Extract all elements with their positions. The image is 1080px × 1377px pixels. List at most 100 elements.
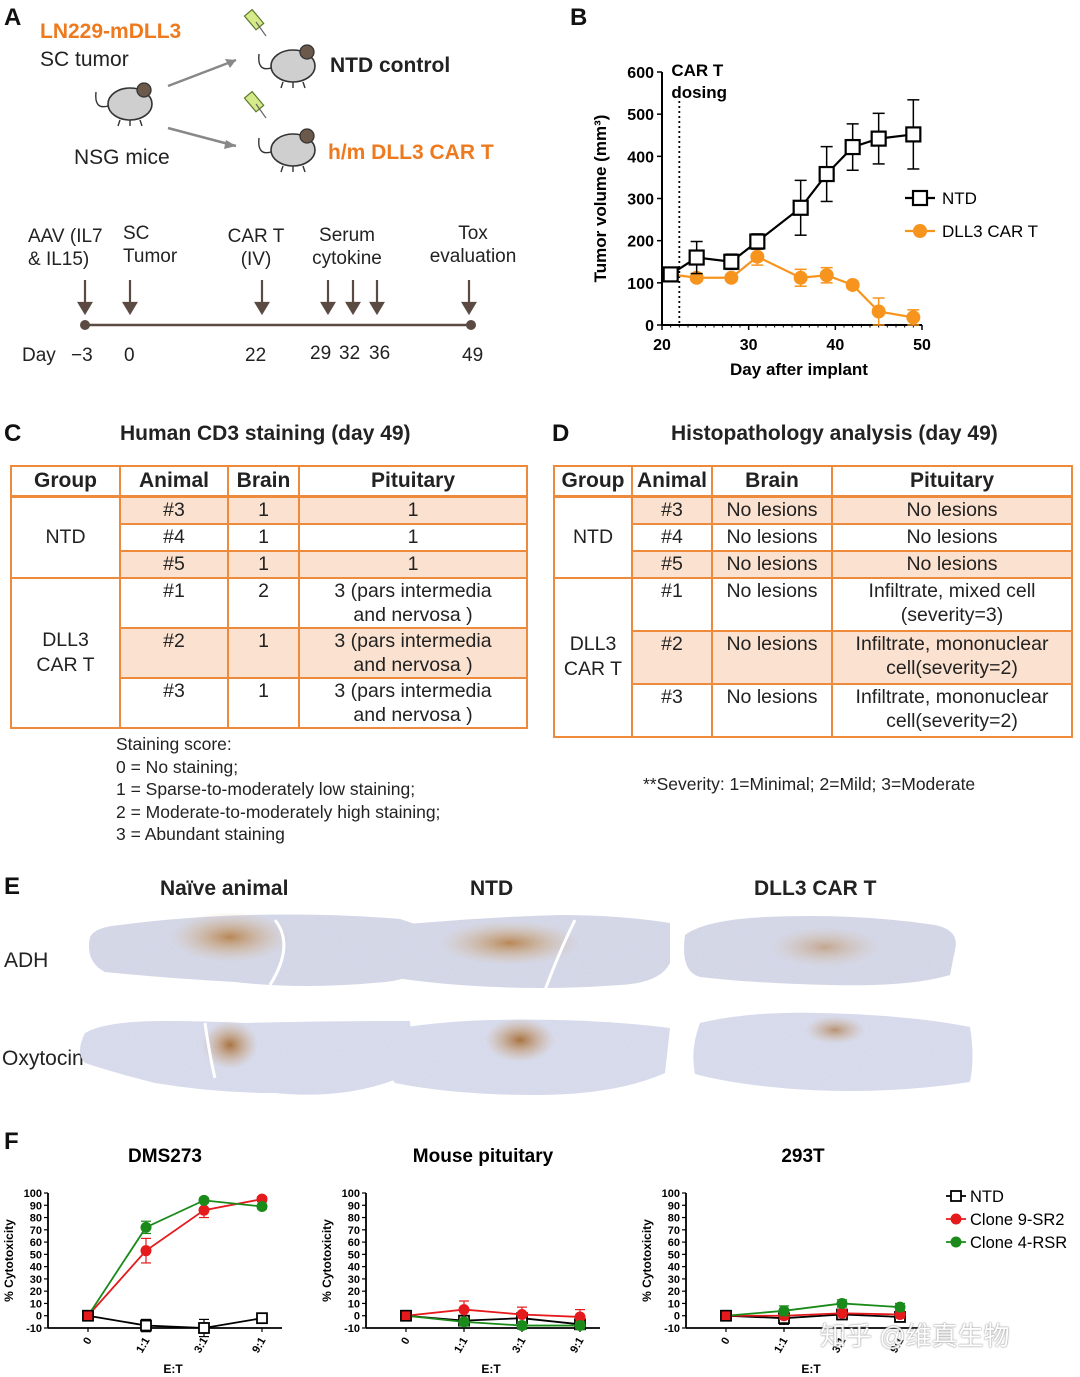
event-sc-tumor: SC Tumor: [123, 223, 178, 267]
legend-label: Clone 4-RSR: [970, 1234, 1067, 1252]
header-animal: Animal: [631, 465, 713, 498]
y-tick-label: 100: [342, 1188, 360, 1200]
y-axis-title: % Cytotoxicity: [2, 1219, 16, 1302]
series-line: [725, 1313, 901, 1320]
y-tick-label: 60: [348, 1237, 360, 1249]
x-tick-label: 3:1: [192, 1336, 210, 1356]
panel-a-schematic: [77, 8, 477, 330]
tissue-naive-oxytocin: [80, 1021, 415, 1095]
data-point: [198, 1322, 210, 1334]
y-tick-label: 30: [348, 1274, 360, 1286]
chart-title: DMS273: [128, 1146, 202, 1167]
data-point: [905, 126, 922, 143]
dosing-label: dosing: [671, 83, 727, 102]
y-tick-label: 50: [348, 1249, 360, 1261]
severity-footnote: **Severity: 1=Minimal; 2=Mild; 3=Moderat…: [643, 774, 976, 794]
tissue-images: [80, 912, 973, 1095]
data-point: [818, 165, 835, 183]
chart-title: Mouse pituitary: [413, 1146, 554, 1167]
series-line: [726, 1312, 901, 1317]
series-line: [405, 1308, 581, 1318]
tumor-volume-chart: 0 100 200 300 400 500 600 20 30 40 50 Day after imp…: [591, 61, 1038, 379]
series-line: [405, 1314, 580, 1327]
y-tick-label: 40: [30, 1262, 42, 1274]
y-tick-label: 10: [668, 1298, 680, 1310]
legend-label: DLL3 CAR T: [942, 222, 1038, 241]
y-tick-label: 70: [668, 1225, 680, 1237]
y-axis-title: Tumor volume (mm³): [591, 115, 610, 283]
staining-score-legend: Staining score: 0 = No staining; 1 = Spa…: [116, 734, 441, 844]
y-tick-label: 10: [30, 1298, 42, 1310]
y-tick-label: 50: [668, 1249, 680, 1261]
panel-f-label: F: [4, 1128, 19, 1155]
tumor-line-name: LN229-mDLL3: [40, 20, 182, 43]
event-car-t: CAR T (IV): [227, 226, 285, 270]
data-point: [688, 249, 705, 266]
x-tick-label: 9:1: [568, 1336, 586, 1356]
histopathology-table: Group Animal Brain Pituitary NTD #3 No l…: [553, 465, 1073, 738]
y-tick-label: 40: [348, 1262, 360, 1274]
data-point: [792, 199, 809, 216]
table-row: NTD #3 No lesions No lesions: [553, 495, 1073, 579]
y-tick-label: 60: [668, 1237, 680, 1249]
panel-a-label: A: [4, 4, 22, 31]
panel-b-label: B: [570, 4, 588, 31]
y-axis-title: % Cytotoxicity: [640, 1219, 654, 1302]
x-axis-title: E:T: [801, 1362, 821, 1376]
data-point: [778, 1305, 790, 1317]
data-point: [140, 1245, 152, 1257]
data-point: [720, 1310, 732, 1322]
y-tick-label: 40: [668, 1262, 680, 1274]
table-row: #3 No lesions Infiltrate, mononuclear cel…: [554, 682, 1073, 738]
tissue-ntd-adh: [375, 915, 670, 991]
legend-label: NTD: [970, 1188, 1004, 1206]
data-point: [836, 1307, 848, 1319]
data-point: [844, 138, 861, 156]
data-point: [256, 1201, 268, 1212]
y-tick-label: 20: [348, 1286, 360, 1298]
chart-title: 293T: [781, 1146, 825, 1167]
table-row: DLL3 CAR T #1 2 3 (pars intermedia and ner…: [10, 576, 528, 729]
data-point: [750, 249, 765, 264]
event-aav: AAV (IL7 & IL15): [28, 226, 103, 270]
legend-marker: [913, 224, 927, 238]
data-point: [574, 1320, 586, 1332]
data-point: [82, 1310, 94, 1322]
x-tick-label: 0: [81, 1336, 94, 1347]
mice-strain: NSG mice: [74, 146, 170, 169]
syringe-icon: [243, 8, 267, 37]
data-point: [723, 253, 740, 270]
syringe-icon: [243, 90, 267, 119]
y-tick-label: 0: [36, 1311, 42, 1323]
x-tick-label: 3:1: [510, 1336, 528, 1356]
panel-f-legend: NTD Clone 9-SR2 Clone 4-RSR: [946, 1188, 1067, 1252]
table-row: #4 1 1: [11, 522, 528, 552]
event-tox: Tox evaluation: [429, 223, 517, 267]
tumor-type: SC tumor: [40, 48, 129, 71]
data-point: [256, 1312, 268, 1325]
table-row: #3 1 3 (pars intermedia and nervosa ): [11, 676, 528, 729]
timeline-arrows: [77, 280, 477, 316]
x-tick-label: 50: [913, 337, 931, 354]
data-point: [662, 266, 679, 283]
mouse-icon: [94, 82, 153, 127]
header-group: Group: [10, 465, 121, 498]
day-tick: 0: [124, 345, 135, 366]
column-dll3-car-t: DLL3 CAR T: [754, 877, 877, 900]
day-tick: 29: [310, 343, 332, 364]
data-point: [870, 130, 887, 147]
data-point: [458, 1316, 470, 1328]
y-tick-label: 10: [348, 1298, 360, 1310]
y-tick-label: 30: [668, 1274, 680, 1286]
y-tick-label: 100: [662, 1188, 680, 1200]
x-tick-label: 30: [740, 337, 758, 354]
data-point: [819, 268, 834, 283]
header-brain: Brain: [711, 465, 833, 498]
y-tick-label: -10: [26, 1323, 42, 1335]
watermark: 知乎 @维真生物: [820, 1321, 1010, 1351]
x-tick-label: 40: [826, 337, 844, 354]
y-tick-label: 0: [674, 1311, 680, 1323]
legend-marker: [911, 189, 929, 207]
